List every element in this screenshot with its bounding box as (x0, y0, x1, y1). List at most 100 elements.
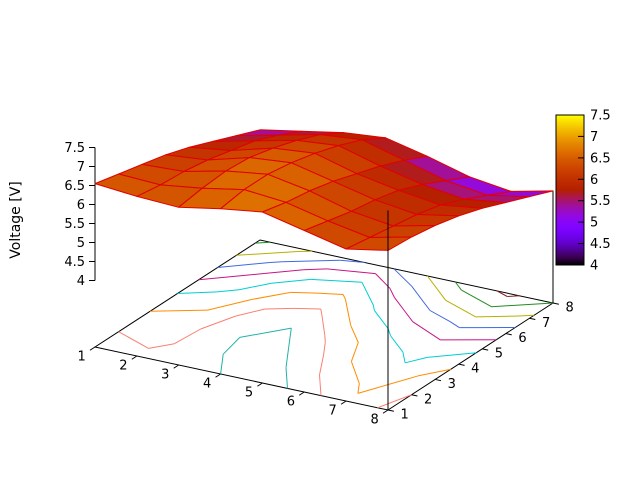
x-tick-label: 3 (161, 368, 169, 383)
y-tick-label: 7 (542, 316, 550, 331)
contour-segment (418, 368, 451, 377)
contour-segment (445, 299, 477, 318)
contour-level-5.4 (236, 250, 535, 318)
contour-segment (282, 259, 341, 263)
x-tick-label: 2 (119, 359, 127, 374)
y-tick-label: 5 (495, 346, 503, 361)
z-tick-label: 4.5 (64, 255, 85, 270)
contour-segment (324, 335, 326, 343)
contour-level-5.8 (198, 268, 497, 341)
x-tick-mark (131, 355, 138, 360)
contour-segment (310, 278, 363, 283)
y-tick-label: 8 (565, 301, 573, 316)
cb-tick-label: 7.5 (590, 109, 611, 124)
contour-segment (319, 374, 321, 382)
contour-segment (427, 275, 447, 301)
y-tick-label: 4 (471, 362, 479, 377)
contour-segment (252, 291, 291, 300)
contour-segment (238, 282, 272, 291)
contour-segment (317, 292, 344, 295)
contour-segment (518, 314, 535, 317)
contour-level-6.2 (149, 291, 451, 394)
contour-segment (357, 387, 379, 394)
contour-segment (265, 307, 294, 310)
contour-segment (361, 282, 374, 306)
z-tick-label: 4 (77, 274, 85, 289)
x-tick-label: 7 (329, 404, 337, 419)
contour-segment (390, 335, 404, 353)
contour-level-6 (177, 278, 477, 364)
x-tick-mark (340, 400, 347, 405)
z-tick-label: 6.5 (64, 179, 85, 194)
contour-segment (387, 328, 392, 337)
x-tick-mark (257, 382, 263, 387)
contour-level-5.2 (255, 241, 554, 308)
colorbar-swatch (555, 114, 585, 266)
y-tick-label: 3 (448, 377, 456, 392)
contour-segment (454, 281, 462, 291)
contour-segment (288, 328, 292, 348)
contour-segment (350, 361, 360, 384)
z-tick-label: 6 (77, 198, 85, 213)
contour-segment (377, 394, 412, 409)
z-tick-label: 5 (77, 236, 85, 251)
contour-segment (344, 299, 351, 321)
contour-segment (393, 268, 413, 287)
contour-segment (264, 269, 304, 274)
contour-segment (507, 295, 520, 297)
contour-segment (285, 347, 290, 368)
contour-segment (326, 268, 376, 275)
contour-segment (405, 311, 414, 323)
contour-segment (496, 290, 508, 297)
cb-tick-label: 6 (590, 173, 598, 188)
contour-segment (237, 273, 265, 277)
x-tick-label: 6 (287, 395, 295, 410)
contour-segment (449, 321, 460, 329)
contour-segment (285, 367, 288, 389)
contour-segment (148, 343, 175, 349)
x-tick-label: 1 (77, 350, 85, 365)
cb-tick-label: 5.5 (590, 194, 611, 209)
contour-segment (357, 383, 360, 394)
y-tick-label: 6 (518, 331, 526, 346)
cb-tick-label: 4 (590, 259, 598, 274)
contour-level-5.6 (217, 259, 516, 329)
z-tick-label: 7 (77, 160, 85, 175)
contour-segment (177, 291, 218, 294)
contour-segment (372, 304, 375, 311)
contour-segment (239, 327, 292, 338)
y-tick-mark (411, 394, 418, 397)
cb-tick-label: 7 (590, 130, 598, 145)
contour-segment (417, 293, 431, 311)
contour-segment (149, 309, 208, 312)
contour-segment (320, 308, 323, 315)
contour-segment (271, 278, 311, 284)
contour-segment (217, 262, 270, 268)
contour-segment (340, 259, 365, 263)
contour-segment (491, 302, 554, 308)
contour-segment (429, 310, 451, 323)
contour-segment (235, 308, 266, 317)
contour-segment (118, 331, 149, 349)
y-tick-label: 1 (400, 408, 408, 423)
z-tick-label: 7.5 (64, 141, 85, 156)
contour-segment (411, 285, 419, 295)
contour-segment (321, 314, 326, 336)
colorbar: 7.5 7 6.5 6 5.5 5 4.5 4 (555, 109, 611, 274)
base-border (93, 239, 555, 411)
base-plane (93, 239, 555, 411)
x-tick-mark (89, 346, 96, 351)
contour-segment (269, 261, 283, 263)
y-tick-mark (435, 378, 442, 382)
contour-segment (200, 315, 236, 330)
contour-segment (374, 310, 389, 329)
y-tick-mark (505, 333, 512, 336)
contour-projection (118, 241, 554, 409)
contour-segment (207, 298, 253, 311)
contour-segment (350, 325, 359, 343)
contour-segment (319, 381, 322, 396)
contour-segment (377, 375, 419, 388)
contour-segment (198, 275, 239, 281)
